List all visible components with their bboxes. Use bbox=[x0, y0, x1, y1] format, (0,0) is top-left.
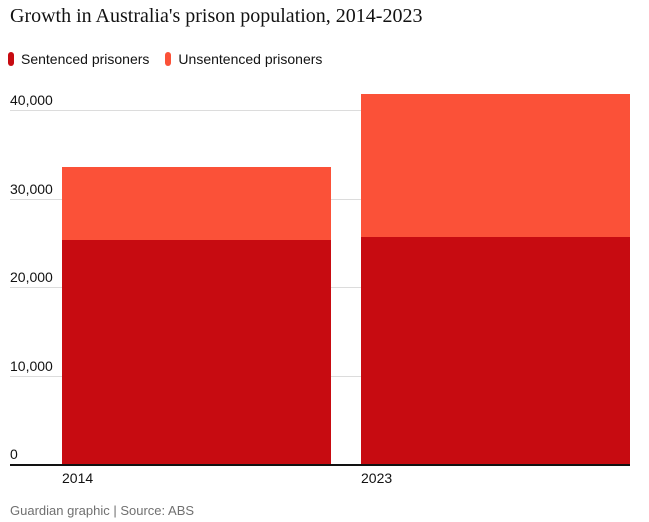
chart-footer: Guardian graphic | Source: ABS bbox=[10, 503, 195, 518]
chart-title: Growth in Australia's prison population,… bbox=[10, 5, 423, 27]
legend-label-sentenced: Sentenced prisoners bbox=[21, 51, 150, 67]
bar-2014-sentenced-prisoners bbox=[62, 240, 331, 464]
legend-swatch-sentenced-icon bbox=[8, 52, 14, 66]
y-tick-label-0: 0 bbox=[10, 446, 18, 462]
bar-2014-unsentenced-prisoners bbox=[62, 166, 331, 241]
x-tick-label-2023: 2023 bbox=[361, 470, 393, 486]
bar-2023-sentenced-prisoners bbox=[361, 237, 630, 464]
legend-item-sentenced: Sentenced prisoners bbox=[8, 51, 149, 67]
y-tick-label-30000: 30,000 bbox=[10, 180, 53, 197]
y-tick-label-40000: 40,000 bbox=[10, 92, 53, 108]
x-axis-line bbox=[10, 464, 630, 466]
gridline-40000 bbox=[10, 110, 630, 111]
legend-item-unsentenced: Unsentenced prisoners bbox=[165, 51, 322, 67]
legend-label-unsentenced: Unsentenced prisoners bbox=[178, 51, 323, 67]
y-tick-label-10000: 10,000 bbox=[10, 357, 53, 374]
bar-2023-unsentenced-prisoners bbox=[361, 94, 630, 238]
x-tick-label-2014: 2014 bbox=[62, 470, 94, 486]
legend-swatch-unsentenced-icon bbox=[165, 52, 172, 66]
y-tick-label-20000: 20,000 bbox=[10, 269, 53, 285]
legend: Sentenced prisoners Unsentenced prisoner… bbox=[8, 51, 322, 67]
